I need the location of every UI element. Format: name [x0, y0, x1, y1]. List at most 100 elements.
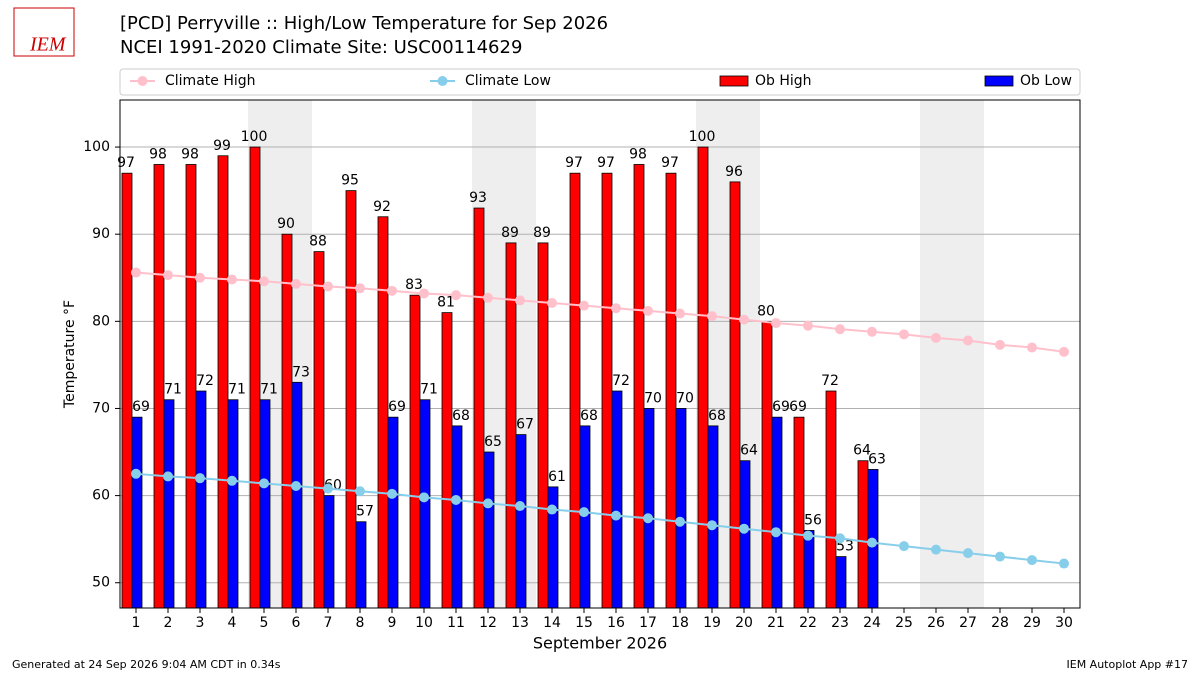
climate-point [419, 288, 429, 299]
data-label: 83 [405, 277, 423, 293]
data-label: 69 [789, 399, 807, 415]
bar [825, 390, 837, 609]
climate-point [259, 478, 269, 489]
x-tick-label: 13 [511, 615, 529, 631]
data-label: 65 [484, 434, 502, 450]
x-axis-label: September 2026 [533, 634, 667, 653]
data-label: 80 [757, 303, 775, 319]
data-label: 69 [772, 399, 790, 415]
bar [355, 521, 367, 609]
x-tick-label: 15 [575, 615, 593, 631]
data-label: 98 [149, 146, 167, 162]
bar [323, 495, 335, 609]
data-label: 88 [309, 234, 327, 250]
data-label: 71 [164, 382, 182, 398]
bar [675, 408, 687, 609]
climate-point [483, 498, 493, 509]
climate-point [963, 548, 973, 559]
bar [515, 434, 527, 609]
bar [441, 312, 453, 609]
x-tick-label: 30 [1055, 615, 1073, 631]
bar [697, 146, 709, 609]
bar [483, 451, 495, 609]
climate-line [135, 472, 1065, 565]
climate-point [995, 551, 1005, 562]
y-tick-label: 70 [92, 400, 110, 416]
climate-point [1059, 346, 1069, 357]
climate-point [835, 533, 845, 544]
y-axis-label: Temperature °F [62, 300, 78, 409]
bar [803, 530, 815, 609]
data-label: 72 [612, 373, 630, 389]
x-tick-label: 29 [1023, 615, 1041, 631]
bar [131, 416, 143, 609]
data-label: 97 [117, 155, 135, 171]
y-tick-label: 60 [92, 488, 110, 504]
climate-point [515, 501, 525, 512]
bar [259, 399, 271, 609]
bar [313, 251, 325, 609]
data-label: 90 [277, 216, 295, 232]
x-tick-label: 4 [228, 615, 237, 631]
climate-point [739, 523, 749, 534]
x-tick-label: 10 [415, 615, 433, 631]
x-tick-label: 17 [639, 615, 657, 631]
climate-point [227, 274, 237, 285]
footer-left: Generated at 24 Sep 2026 9:04 AM CDT in … [12, 658, 281, 671]
legend-label: Climate Low [465, 73, 551, 89]
x-tick-label: 6 [292, 615, 301, 631]
climate-point [931, 332, 941, 343]
legend-label: Ob Low [1020, 73, 1072, 89]
climate-point [611, 510, 621, 521]
data-label: 70 [676, 390, 694, 406]
data-label: 81 [437, 295, 455, 311]
data-label: 61 [548, 469, 566, 485]
climate-point [771, 318, 781, 329]
climate-point [803, 530, 813, 541]
climate-point [387, 488, 397, 499]
data-label: 71 [260, 382, 278, 398]
climate-point [867, 326, 877, 337]
bar [473, 207, 485, 609]
bar [121, 172, 133, 609]
bar [281, 233, 293, 609]
x-tick-label: 26 [927, 615, 945, 631]
data-label: 64 [853, 443, 871, 459]
x-tick-label: 11 [447, 615, 465, 631]
data-label: 99 [213, 138, 231, 154]
bar [227, 399, 239, 609]
climate-point [579, 507, 589, 518]
legend-marker [137, 76, 148, 86]
climate-point [387, 285, 397, 296]
climate-line [135, 271, 1065, 353]
bar [419, 399, 431, 609]
x-tick-label: 23 [831, 615, 849, 631]
legend [119, 68, 1081, 96]
data-label: 71 [228, 382, 246, 398]
data-label: 70 [644, 390, 662, 406]
x-tick-label: 18 [671, 615, 689, 631]
x-tick-label: 8 [356, 615, 365, 631]
data-label: 68 [708, 408, 726, 424]
climate-point [323, 483, 333, 494]
bar [377, 216, 389, 609]
climate-point [451, 494, 461, 505]
bar [163, 399, 175, 609]
bar [665, 172, 677, 609]
bar [185, 164, 197, 609]
climate-point [611, 303, 621, 314]
logo-frame [13, 7, 75, 57]
data-label: 89 [533, 225, 551, 241]
data-label: 71 [420, 382, 438, 398]
data-label: 69 [388, 399, 406, 415]
data-label: 68 [580, 408, 598, 424]
climate-point [547, 298, 557, 309]
data-label: 92 [373, 199, 391, 215]
bar [633, 164, 645, 609]
data-label: 98 [181, 146, 199, 162]
climate-point [707, 520, 717, 531]
data-label: 57 [356, 504, 374, 520]
climate-point [163, 270, 173, 281]
climate-point [675, 308, 685, 319]
